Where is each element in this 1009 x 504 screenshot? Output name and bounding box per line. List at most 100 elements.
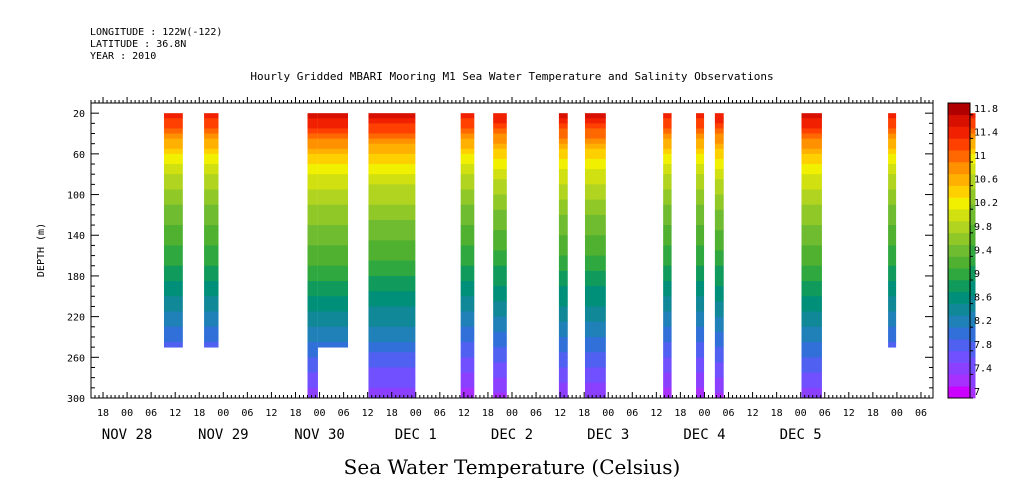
- temperature-cell: [460, 275, 475, 282]
- temperature-cell: [888, 113, 897, 119]
- temperature-cell: [493, 286, 507, 292]
- temperature-cell: [968, 179, 976, 185]
- temperature-cell: [460, 281, 475, 287]
- temperature-cell: [317, 199, 349, 206]
- temperature-cell: [317, 179, 349, 185]
- temperature-cell: [801, 209, 822, 216]
- temperature-cell: [307, 367, 318, 373]
- temperature-cell: [368, 270, 416, 277]
- hour-tick-label: 18: [867, 408, 879, 419]
- temperature-cell: [558, 357, 568, 363]
- colorbar-swatch: [948, 138, 970, 151]
- temperature-cell: [968, 199, 976, 206]
- temperature-cell: [801, 179, 822, 185]
- temperature-cell: [696, 245, 705, 251]
- temperature-cell: [663, 204, 672, 211]
- temperature-cell: [663, 245, 672, 251]
- temperature-cell: [968, 209, 976, 216]
- temperature-cell: [460, 296, 475, 302]
- temperature-cell: [801, 316, 822, 323]
- temperature-cell: [714, 143, 724, 150]
- temperature-cell: [584, 214, 606, 221]
- temperature-cell: [460, 301, 475, 307]
- temperature-cell: [663, 392, 672, 399]
- temperature-cell: [714, 128, 724, 134]
- temperature-cell: [163, 138, 183, 145]
- temperature-cell: [801, 194, 822, 201]
- temperature-cell: [801, 347, 822, 353]
- hour-tick-label: 18: [289, 408, 301, 419]
- hour-tick-label: 12: [650, 408, 662, 419]
- temperature-cell: [204, 179, 219, 185]
- temperature-cell: [368, 128, 416, 134]
- colorbar-tick-label: 10.2: [974, 198, 998, 209]
- temperature-cell: [163, 204, 183, 211]
- temperature-cell: [368, 260, 416, 267]
- temperature-cell: [307, 270, 318, 277]
- temperature-cell: [204, 306, 219, 312]
- temperature-cell: [317, 118, 349, 124]
- temperature-cell: [888, 214, 897, 221]
- temperature-cell: [801, 138, 822, 145]
- temperature-cell: [368, 286, 416, 292]
- temperature-cell: [696, 357, 705, 363]
- temperature-cell: [368, 118, 416, 124]
- temperature-cell: [801, 235, 822, 241]
- temperature-cell: [368, 153, 416, 160]
- temperature-cell: [317, 189, 349, 195]
- temperature-cell: [307, 377, 318, 384]
- colorbar-tick-label: 7.8: [974, 340, 992, 351]
- temperature-cell: [460, 214, 475, 221]
- temperature-cell: [584, 148, 606, 155]
- temperature-cell: [558, 174, 568, 180]
- hour-tick-label: 06: [338, 408, 350, 419]
- temperature-cell: [714, 326, 724, 333]
- temperature-cell: [584, 245, 606, 251]
- temperature-cell: [696, 113, 705, 119]
- temperature-cell: [663, 225, 672, 231]
- temperature-cell: [317, 281, 349, 287]
- temperature-cell: [317, 204, 349, 211]
- temperature-cell: [888, 240, 897, 246]
- temperature-cell: [714, 225, 724, 231]
- temperature-cell: [307, 174, 318, 180]
- temperature-cell: [163, 326, 183, 333]
- temperature-cell: [696, 336, 705, 343]
- y-tick-label: 300: [67, 394, 85, 405]
- temperature-cell: [888, 143, 897, 150]
- longitude-label: LONGITUDE : 122W(-122): [90, 27, 222, 38]
- colorbar-tick-label: 11: [974, 151, 986, 162]
- temperature-cell: [307, 291, 318, 297]
- temperature-cell: [968, 382, 976, 389]
- temperature-cell: [714, 153, 724, 160]
- temperature-cell: [460, 184, 475, 190]
- temperature-cell: [801, 372, 822, 379]
- temperature-cell: [558, 250, 568, 256]
- temperature-cell: [460, 164, 475, 170]
- temperature-cell: [368, 204, 416, 211]
- temperature-cell: [493, 352, 507, 358]
- temperature-cell: [663, 153, 672, 160]
- temperature-cell: [493, 194, 507, 201]
- hour-tick-label: 06: [530, 408, 542, 419]
- temperature-cell: [801, 123, 822, 129]
- temperature-cell: [493, 240, 507, 246]
- temperature-cell: [368, 362, 416, 368]
- hour-tick-label: 18: [771, 408, 783, 419]
- temperature-cell: [663, 275, 672, 282]
- temperature-cell: [204, 296, 219, 302]
- temperature-cell: [368, 357, 416, 363]
- temperature-cell: [307, 250, 318, 256]
- observation-segment: [801, 113, 822, 399]
- temperature-cell: [663, 286, 672, 292]
- temperature-cell: [696, 204, 705, 211]
- temperature-cell: [696, 387, 705, 394]
- colorbar-swatch: [948, 291, 970, 304]
- colorbar-title: Sea Water Temperature (Celsius): [344, 455, 681, 479]
- temperature-cell: [968, 342, 976, 348]
- temperature-cell: [493, 153, 507, 160]
- temperature-cell: [558, 209, 568, 216]
- hour-tick-label: 12: [554, 408, 566, 419]
- temperature-cell: [584, 352, 606, 358]
- temperature-cell: [493, 296, 507, 302]
